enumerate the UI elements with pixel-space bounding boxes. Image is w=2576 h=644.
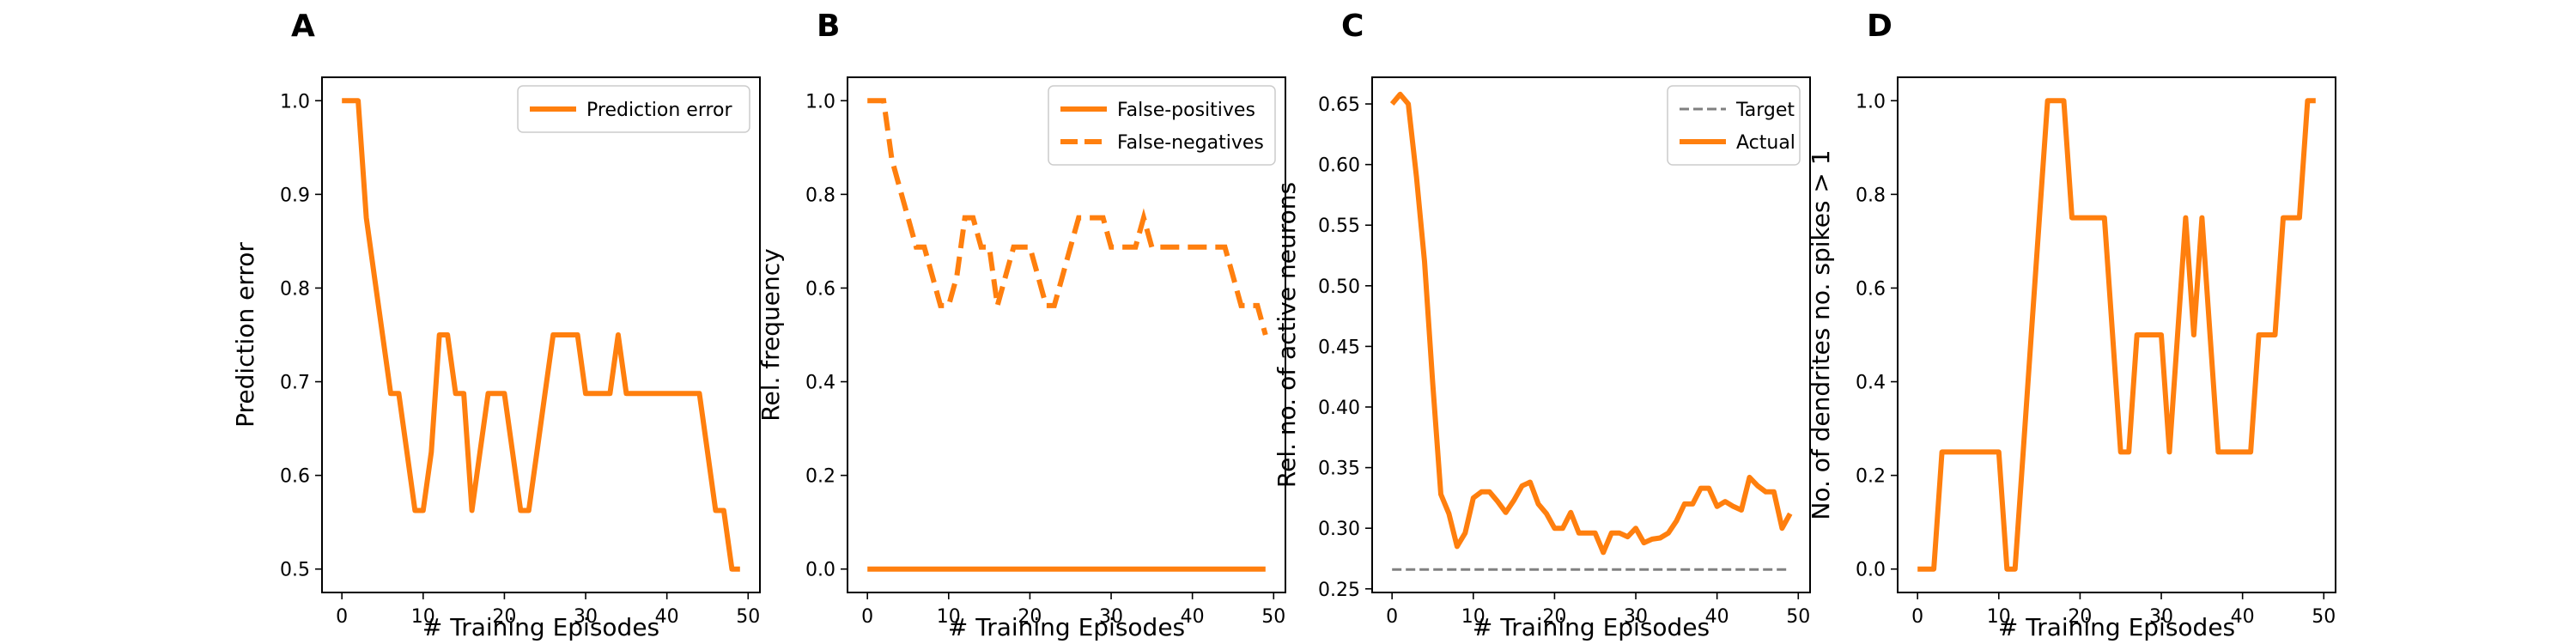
- legend-label: False-positives: [1117, 100, 1255, 121]
- x-tick-label: 40: [2231, 606, 2255, 628]
- y-tick-label: 0.30: [1318, 519, 1360, 540]
- y-tick-label: 0.7: [280, 373, 310, 394]
- legend: Target Actual: [1667, 85, 1801, 166]
- legend: Prediction error: [517, 85, 750, 133]
- x-tick-label: 30: [574, 606, 598, 628]
- x-tick-label: 20: [1018, 606, 1042, 628]
- y-tick-label: 0.60: [1318, 155, 1360, 177]
- y-tick-label: 0.4: [805, 373, 835, 394]
- y-tick-label: 0.6: [1856, 278, 1886, 300]
- series-line-prediction-error: [342, 98, 740, 572]
- y-tick-label: 0.8: [1856, 185, 1886, 206]
- x-tick-label: 20: [1542, 606, 1566, 628]
- x-tick-label: 10: [1987, 606, 2011, 628]
- y-tick-label: 0.8: [805, 185, 835, 206]
- x-tick-label: 30: [1624, 606, 1648, 628]
- x-tick-label: 20: [492, 606, 516, 628]
- legend-label: Target: [1735, 100, 1795, 121]
- y-tick-label: 1.0: [805, 91, 835, 112]
- x-axis-label: # Training Episodes: [422, 613, 659, 641]
- y-tick-label: 0.40: [1318, 398, 1360, 419]
- x-axis-label: # Training Episodes: [948, 613, 1185, 641]
- panel-label: D: [1867, 9, 1893, 44]
- y-tick-label: 0.5: [280, 560, 310, 581]
- y-tick-label: 0.4: [1856, 373, 1886, 394]
- axes-frame: [321, 76, 761, 593]
- x-tick-label: 30: [2149, 606, 2173, 628]
- y-tick-label: 0.25: [1318, 580, 1360, 601]
- panel-label: A: [291, 9, 315, 44]
- x-tick-label: 10: [411, 606, 435, 628]
- panel-d: D 0 10 20 30 40 50 0.0 0.2 0.4 0.6 0.8 1.0 # Training…: [1807, 9, 2336, 641]
- x-tick-label: 50: [736, 606, 760, 628]
- x-axis-label: # Training Episodes: [1473, 613, 1710, 641]
- x-tick-label: 50: [1786, 606, 1810, 628]
- y-tick-label: 0.0: [1856, 560, 1886, 581]
- y-tick-label: 1.0: [1856, 91, 1886, 112]
- legend-label: False-negatives: [1117, 132, 1264, 154]
- axes-frame: [1897, 76, 2336, 593]
- y-tick-label: 0.45: [1318, 337, 1360, 358]
- axes-frame: [1371, 76, 1811, 593]
- x-tick-label: 0: [336, 606, 348, 628]
- panel-b: B 0 10 20 30 40 50 0.0 0.2 0.4 0.6 0.8 1.0 # Training…: [756, 9, 1286, 641]
- panel-label: B: [817, 9, 840, 44]
- x-tick-label: 10: [1461, 606, 1485, 628]
- y-axis-label: Prediction error: [231, 242, 259, 428]
- x-tick-label: 50: [2312, 606, 2336, 628]
- series-line-actual: [1389, 91, 1793, 556]
- y-tick-label: 0.2: [805, 466, 835, 488]
- x-tick-label: 30: [1099, 606, 1123, 628]
- series-line-false-negatives: [867, 98, 1268, 336]
- x-tick-label: 50: [1261, 606, 1285, 628]
- y-axis-label: No. of dendrites no. spikes > 1: [1807, 149, 1835, 519]
- series-line-line-0: [1917, 98, 2316, 572]
- x-tick-label: 40: [1705, 606, 1729, 628]
- y-tick-label: 0.9: [280, 185, 310, 206]
- legend-box: [517, 85, 750, 133]
- y-axis-label: Rel. frequency: [756, 248, 785, 421]
- x-tick-label: 20: [2068, 606, 2092, 628]
- x-tick-label: 0: [1386, 606, 1398, 628]
- x-tick-label: 40: [655, 606, 679, 628]
- y-tick-label: 0.6: [805, 278, 835, 300]
- y-tick-label: 0.6: [280, 466, 310, 488]
- y-tick-label: 0.35: [1318, 459, 1360, 480]
- y-tick-label: 0.0: [805, 560, 835, 581]
- y-axis-label: Rel. no. of active neurons: [1273, 182, 1301, 488]
- x-tick-label: 10: [937, 606, 961, 628]
- legend-label: Actual: [1736, 132, 1795, 154]
- x-tick-label: 0: [1911, 606, 1923, 628]
- panel-label: C: [1341, 9, 1364, 44]
- y-tick-label: 0.65: [1318, 94, 1360, 116]
- y-tick-label: 0.2: [1856, 466, 1886, 488]
- y-tick-label: 0.55: [1318, 216, 1360, 237]
- panel-a: A 0 10 20 30 40 50 0.5 0.6 0.7 0.8 0.9 1.0 # Training…: [231, 9, 761, 641]
- legend-label: Prediction error: [586, 100, 732, 121]
- legend: False-positives False-negatives: [1048, 85, 1276, 166]
- axes-frame: [847, 76, 1286, 593]
- legend-box: [1667, 85, 1801, 166]
- y-tick-label: 0.8: [280, 278, 310, 300]
- y-tick-label: 1.0: [280, 91, 310, 112]
- x-axis-label: # Training Episodes: [1998, 613, 2235, 641]
- x-tick-label: 0: [861, 606, 873, 628]
- x-tick-label: 40: [1181, 606, 1205, 628]
- legend-box: [1048, 85, 1276, 166]
- y-tick-label: 0.50: [1318, 276, 1360, 298]
- panel-c: C 0 10 20 30 40 50 0.25 0.30 0.35 0.40 0.45 0.50 0.55…: [1273, 9, 1811, 641]
